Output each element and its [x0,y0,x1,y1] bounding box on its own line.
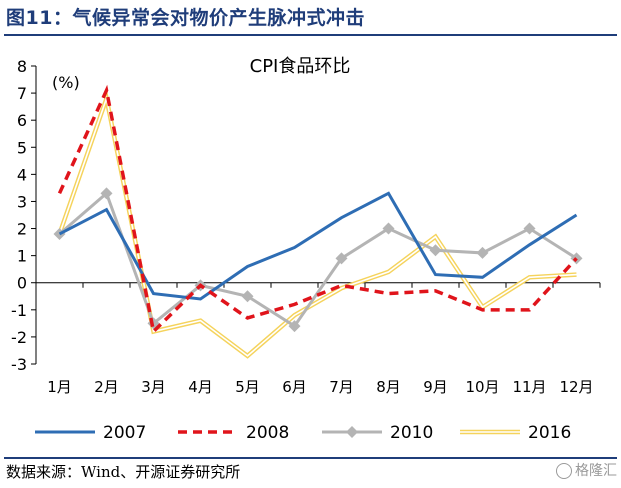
watermark-icon [556,463,572,479]
x-tick-label: 8月 [376,378,401,396]
y-tick-label: 6 [17,111,27,130]
source-note: 数据来源：Wind、开源证券研究所 [6,463,241,481]
series-line-2010 [58,190,578,329]
bottom-rule [4,457,617,459]
legend-label-2008: 2008 [246,423,289,443]
series-line-2016-core [58,95,577,357]
x-tick-label: 1月 [47,378,72,396]
x-tick-label: 2月 [94,378,119,396]
watermark-logo: 格隆汇 [556,460,617,480]
x-tick-label: 9月 [423,378,448,396]
y-tick-label: 3 [17,192,27,211]
point-2010 [429,244,442,257]
x-tick-label: 5月 [235,378,260,396]
x-tick-label: 3月 [141,378,166,396]
line-chart: -3 -2 -1 0 1 2 3 4 5 6 7 8 1月 2月 3月 4月 5月 6月 7月 8月 9月 10月 11月 1… [11,56,601,443]
x-tick-label: 12月 [559,378,593,396]
series-line-2007 [58,191,578,301]
point-2010 [523,222,536,235]
y-tick-label: 1 [17,247,27,266]
x-tick-label: 6月 [282,378,307,396]
point-2010 [382,222,395,235]
chart-title: CPI食品环比 [250,56,351,77]
legend-label-2007: 2007 [103,423,146,443]
y-axis-label: (%) [52,73,80,92]
y-tick-label: 7 [17,84,27,103]
y-tick-label: 5 [17,138,27,157]
x-tick-label: 7月 [329,378,354,396]
watermark-text: 格隆汇 [575,463,617,479]
y-tick-label: -1 [11,301,27,320]
legend-label-2010: 2010 [390,423,433,443]
point-2010 [335,252,348,265]
y-tick-label: -3 [11,355,27,374]
y-tick-label: 4 [17,165,27,184]
x-tick-label: 11月 [512,378,546,396]
y-tick-label: 8 [17,57,27,76]
legend-label-2016: 2016 [528,423,571,443]
point-2010 [241,290,254,303]
x-tick-label: 4月 [188,378,213,396]
series-line-2008 [57,84,578,336]
series-line-2016 [57,89,577,359]
top-rule [4,34,617,36]
point-2010 [476,246,489,259]
legend-marker-2010 [346,426,358,438]
point-2010 [288,320,301,333]
x-tick-label: 10月 [465,378,499,396]
y-tick-label: 0 [17,274,27,293]
y-tick-label: 2 [17,220,27,239]
figure-title: 图11：气候异常会对物价产生脉冲式冲击 [6,7,365,29]
point-2010 [100,187,113,200]
y-tick-label: -2 [11,328,27,347]
